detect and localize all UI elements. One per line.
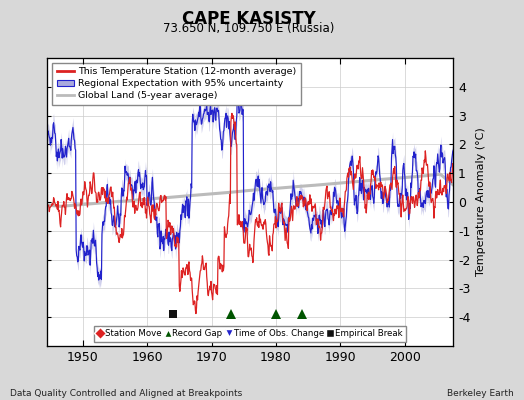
- Text: 73.650 N, 109.750 E (Russia): 73.650 N, 109.750 E (Russia): [163, 22, 335, 35]
- Y-axis label: Temperature Anomaly (°C): Temperature Anomaly (°C): [476, 128, 486, 276]
- Text: CAPE KASISTY: CAPE KASISTY: [182, 10, 316, 28]
- Text: Berkeley Earth: Berkeley Earth: [447, 389, 514, 398]
- Legend: Station Move, Record Gap, Time of Obs. Change, Empirical Break: Station Move, Record Gap, Time of Obs. C…: [94, 326, 406, 342]
- Text: Data Quality Controlled and Aligned at Breakpoints: Data Quality Controlled and Aligned at B…: [10, 389, 243, 398]
